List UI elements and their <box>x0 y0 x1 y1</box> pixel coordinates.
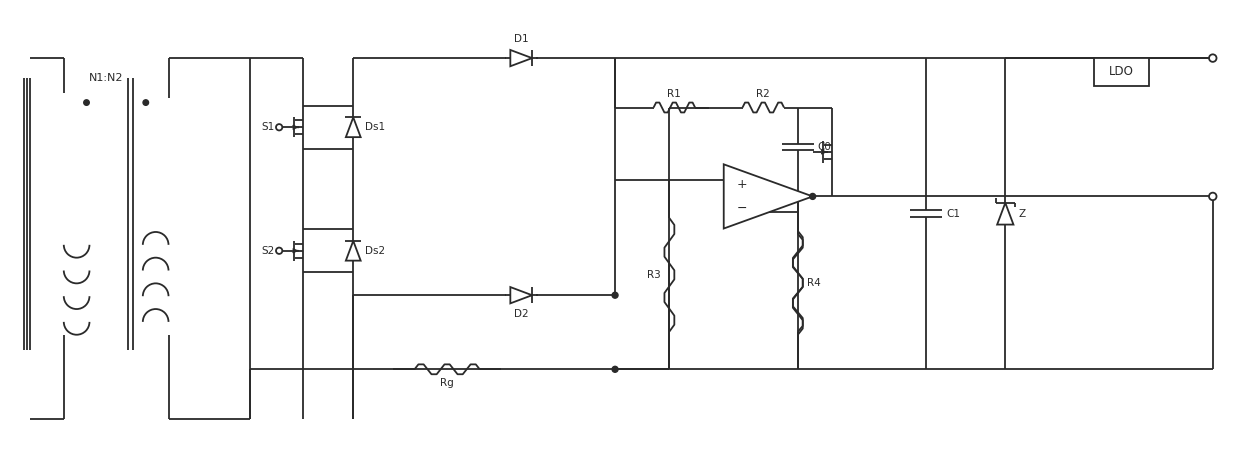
Text: S2: S2 <box>260 246 274 256</box>
Circle shape <box>1209 193 1216 200</box>
Circle shape <box>143 100 149 105</box>
Circle shape <box>84 100 89 105</box>
Polygon shape <box>346 241 361 260</box>
Text: Ds2: Ds2 <box>365 246 386 256</box>
Polygon shape <box>997 203 1013 225</box>
Circle shape <box>1209 54 1216 62</box>
Circle shape <box>277 124 283 130</box>
Polygon shape <box>724 164 812 229</box>
Text: R2: R2 <box>756 89 770 99</box>
Text: R4: R4 <box>807 278 821 288</box>
Text: −: − <box>737 202 746 215</box>
Text: +: + <box>737 178 746 191</box>
Circle shape <box>810 194 816 199</box>
Text: Ds1: Ds1 <box>365 122 386 132</box>
Text: R1: R1 <box>667 89 681 99</box>
Text: C0: C0 <box>817 142 832 152</box>
Text: Z: Z <box>1018 209 1025 219</box>
Text: D1: D1 <box>513 34 528 44</box>
Text: C1: C1 <box>946 209 960 219</box>
Text: S1: S1 <box>260 122 274 132</box>
Circle shape <box>613 292 618 298</box>
Polygon shape <box>511 287 532 303</box>
Polygon shape <box>511 50 532 66</box>
Circle shape <box>277 248 283 254</box>
Text: LDO: LDO <box>1109 65 1133 78</box>
Text: D2: D2 <box>513 309 528 319</box>
Polygon shape <box>346 118 361 137</box>
Text: R3: R3 <box>647 270 661 280</box>
Text: N1:N2: N1:N2 <box>89 73 124 83</box>
Bar <box>1094 58 1148 86</box>
Text: Rg: Rg <box>440 378 454 388</box>
Circle shape <box>613 366 618 372</box>
